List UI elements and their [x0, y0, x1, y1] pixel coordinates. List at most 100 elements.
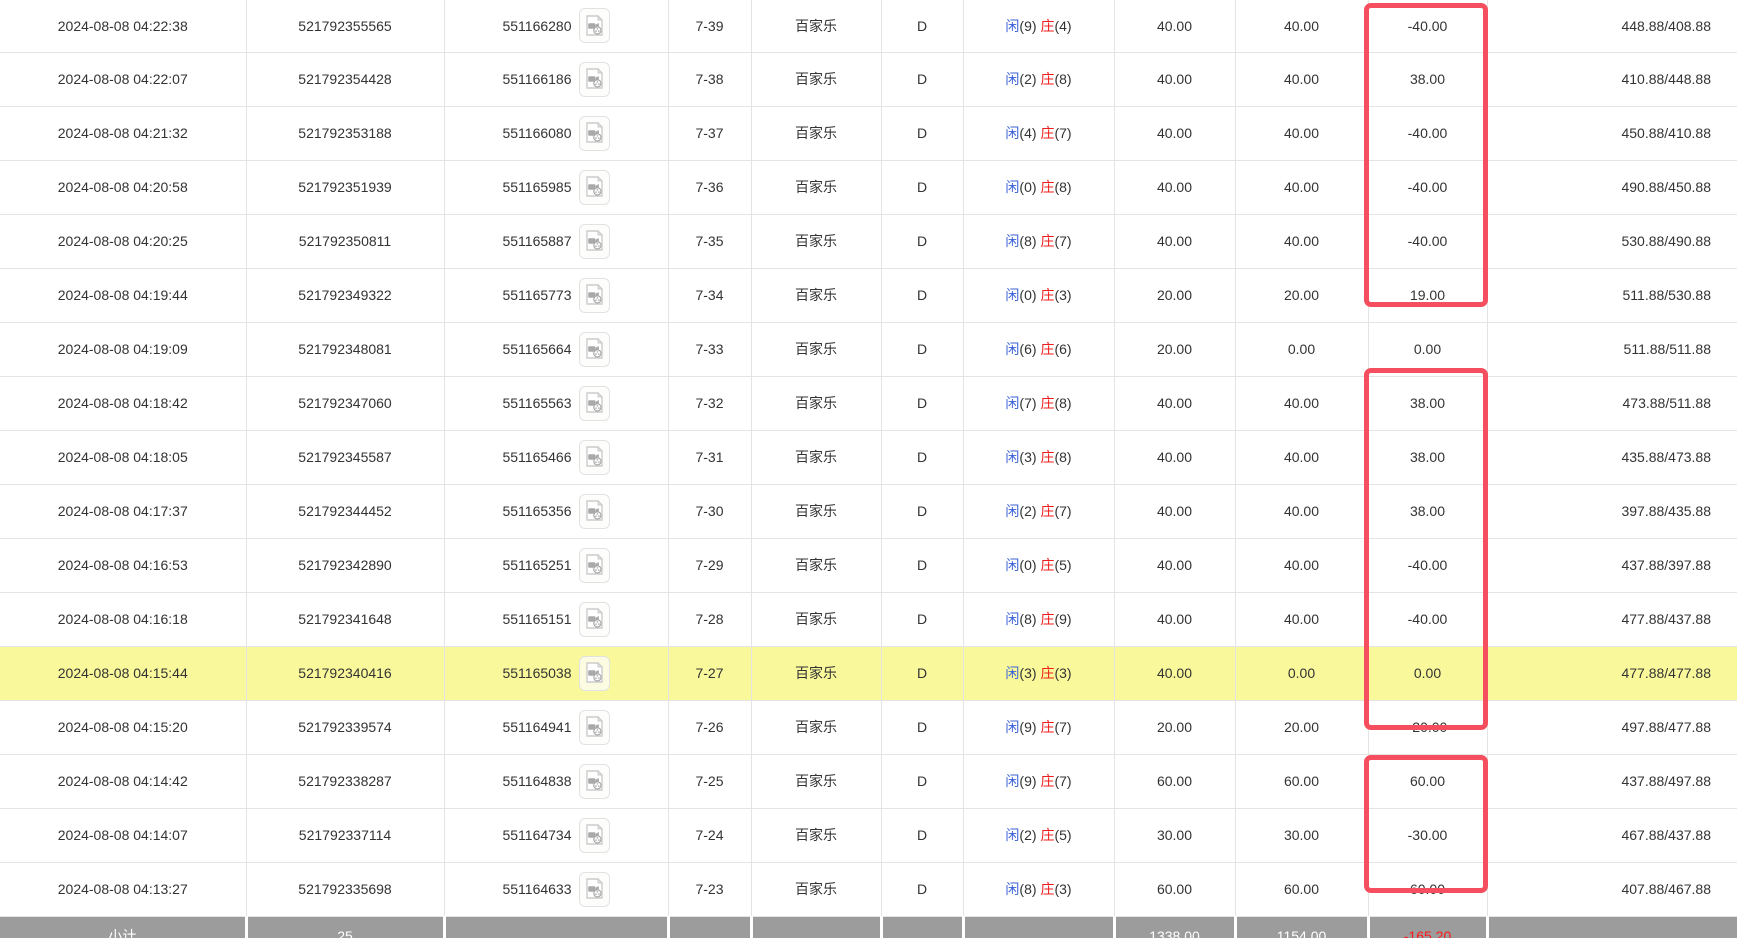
- video-replay-button[interactable]: [578, 547, 610, 583]
- video-record-icon: [585, 392, 603, 413]
- game-result: 闲(8) 庄(3): [963, 862, 1115, 917]
- video-replay-button[interactable]: [578, 115, 610, 151]
- player-points: (9): [1019, 719, 1037, 735]
- banker-points: (7): [1054, 719, 1072, 735]
- video-replay-button[interactable]: [578, 817, 610, 853]
- banker-points: (5): [1054, 557, 1072, 573]
- winloss-amount: 0.00: [1368, 322, 1488, 377]
- winloss-amount: -40.00: [1368, 592, 1488, 647]
- video-replay-button[interactable]: [578, 169, 610, 205]
- game-name: 百家乐: [751, 268, 882, 323]
- round-number: 551165985: [502, 179, 572, 195]
- banker-label: 庄: [1040, 125, 1055, 141]
- table-row: 2024-08-08 04:21:32 521792353188 5511660…: [0, 106, 1737, 161]
- round-number: 551166186: [502, 71, 572, 87]
- game-name: 百家乐: [751, 808, 882, 863]
- video-replay-button[interactable]: [578, 601, 610, 637]
- bet-amount-link[interactable]: 40.00: [1114, 0, 1236, 53]
- round-number: 551165356: [502, 503, 572, 519]
- video-replay-button[interactable]: [578, 439, 610, 475]
- game-name: 百家乐: [751, 646, 882, 701]
- bet-amount-link[interactable]: 60.00: [1114, 754, 1236, 809]
- banker-points: (8): [1054, 71, 1072, 87]
- bet-amount-link[interactable]: 30.00: [1114, 808, 1236, 863]
- bet-amount-link[interactable]: 20.00: [1114, 322, 1236, 377]
- video-replay-button[interactable]: [578, 223, 610, 259]
- bet-amount-link[interactable]: 40.00: [1114, 52, 1236, 107]
- bet-amount-link[interactable]: 40.00: [1114, 214, 1236, 269]
- round-number-cell: 551165563: [444, 376, 669, 431]
- bet-amount-link[interactable]: 60.00: [1114, 862, 1236, 917]
- table-row: 2024-08-08 04:14:42 521792338287 5511648…: [0, 754, 1737, 809]
- valid-bet-amount: 0.00: [1235, 646, 1369, 701]
- game-name: 百家乐: [751, 52, 882, 107]
- session-round: 7-35: [668, 214, 752, 269]
- subtotal-spacer: [751, 916, 883, 938]
- video-replay-button[interactable]: [578, 493, 610, 529]
- bet-amount-link[interactable]: 20.00: [1114, 268, 1236, 323]
- banker-label: 庄: [1040, 611, 1055, 627]
- round-number: 551165466: [502, 449, 572, 465]
- table-code: D: [881, 700, 964, 755]
- balance-before-after: 477.88/477.88: [1487, 646, 1737, 701]
- table-row: 2024-08-08 04:22:38 521792355565 5511662…: [0, 0, 1737, 53]
- balance-before-after: 467.88/437.88: [1487, 808, 1737, 863]
- player-label: 闲: [1005, 557, 1020, 573]
- game-name: 百家乐: [751, 430, 882, 485]
- winloss-amount: -40.00: [1368, 214, 1488, 269]
- player-points: (3): [1019, 665, 1037, 681]
- game-name: 百家乐: [751, 322, 882, 377]
- valid-bet-amount: 40.00: [1235, 538, 1369, 593]
- banker-label: 庄: [1040, 773, 1055, 789]
- bet-amount-link[interactable]: 40.00: [1114, 160, 1236, 215]
- player-points: (2): [1019, 71, 1037, 87]
- video-replay-button[interactable]: [578, 385, 610, 421]
- bet-amount-link[interactable]: 20.00: [1114, 700, 1236, 755]
- player-label: 闲: [1005, 395, 1020, 411]
- video-replay-button[interactable]: [578, 277, 610, 313]
- subtotal-label: 小计: [0, 916, 248, 938]
- round-number: 551164633: [502, 881, 572, 897]
- banker-points: (8): [1054, 395, 1072, 411]
- video-replay-button[interactable]: [578, 331, 610, 367]
- bet-amount-link[interactable]: 40.00: [1114, 538, 1236, 593]
- subtotal-total-winloss: -165.20: [1368, 916, 1489, 938]
- bet-amount-link[interactable]: 40.00: [1114, 592, 1236, 647]
- bet-time: 2024-08-08 04:16:53: [0, 538, 247, 593]
- game-result: 闲(4) 庄(7): [963, 106, 1115, 161]
- video-record-icon: [585, 14, 603, 36]
- video-replay-button[interactable]: [578, 655, 610, 691]
- valid-bet-amount: 40.00: [1235, 592, 1369, 647]
- bet-time: 2024-08-08 04:16:18: [0, 592, 247, 647]
- winloss-amount: -40.00: [1368, 538, 1488, 593]
- bet-amount-link[interactable]: 40.00: [1114, 484, 1236, 539]
- banker-points: (7): [1054, 503, 1072, 519]
- valid-bet-amount: 20.00: [1235, 700, 1369, 755]
- banker-points: (3): [1054, 287, 1072, 303]
- valid-bet-amount: 60.00: [1235, 862, 1369, 917]
- video-replay-button[interactable]: [578, 61, 610, 97]
- table-code: D: [881, 322, 964, 377]
- video-replay-button[interactable]: [578, 871, 610, 907]
- bet-time: 2024-08-08 04:21:32: [0, 106, 247, 161]
- game-name: 百家乐: [751, 592, 882, 647]
- bet-amount-link[interactable]: 40.00: [1114, 430, 1236, 485]
- bet-amount-link[interactable]: 40.00: [1114, 376, 1236, 431]
- balance-before-after: 511.88/511.88: [1487, 322, 1737, 377]
- round-number-cell: 551165887: [444, 214, 669, 269]
- video-replay-button[interactable]: [578, 763, 610, 799]
- video-replay-button[interactable]: [578, 709, 610, 745]
- video-replay-button[interactable]: [578, 8, 610, 44]
- round-number-cell: 551165251: [444, 538, 669, 593]
- bet-number: 521792347060: [246, 376, 445, 431]
- balance-before-after: 437.88/397.88: [1487, 538, 1737, 593]
- game-name: 百家乐: [751, 376, 882, 431]
- bet-amount-link[interactable]: 40.00: [1114, 106, 1236, 161]
- bet-amount-link[interactable]: 40.00: [1114, 646, 1236, 701]
- round-number-cell: 551164633: [444, 862, 669, 917]
- banker-label: 庄: [1040, 179, 1055, 195]
- player-points: (8): [1019, 881, 1037, 897]
- round-number: 551164734: [502, 827, 572, 843]
- game-result: 闲(0) 庄(5): [963, 538, 1115, 593]
- banker-label: 庄: [1040, 827, 1055, 843]
